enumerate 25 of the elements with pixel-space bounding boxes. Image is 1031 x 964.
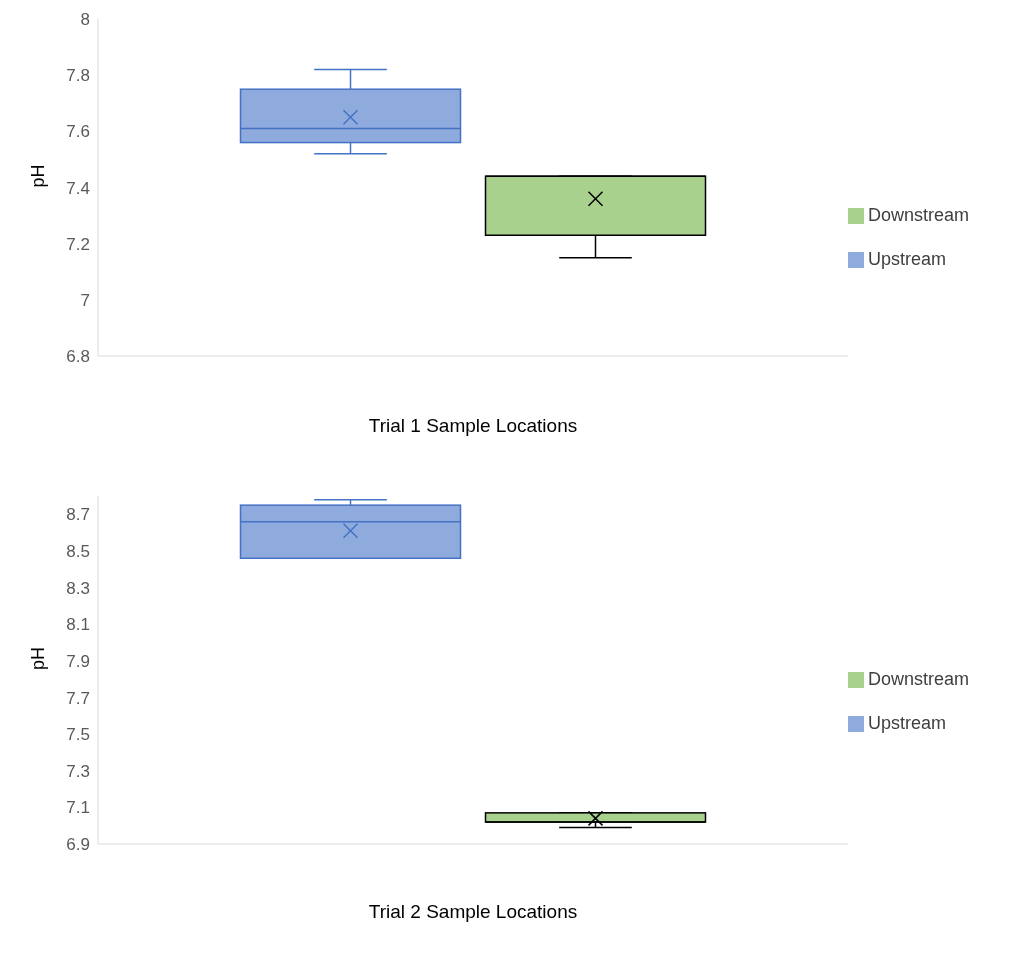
y-tick-label: 8 xyxy=(80,10,90,30)
legend-label: Upstream xyxy=(868,249,947,269)
legend-label: Upstream xyxy=(868,713,947,733)
y-tick-label: 7.9 xyxy=(66,651,90,671)
y-tick-label: 7.2 xyxy=(66,234,90,254)
y-tick-label: 7 xyxy=(80,290,90,310)
y-tick-label: 8.1 xyxy=(66,615,90,635)
x-axis-title: Trial 1 Sample Locations xyxy=(368,415,578,436)
y-tick-label: 7.5 xyxy=(66,725,90,745)
y-tick-label: 7.8 xyxy=(66,66,90,86)
y-tick-label: 6.8 xyxy=(66,347,90,367)
y-axis-title: pH xyxy=(28,164,49,188)
y-tick-label: 7.3 xyxy=(66,761,90,781)
x-axis-title: Trial 2 Sample Locations xyxy=(368,901,578,922)
legend-label: Downstream xyxy=(868,669,970,689)
y-tick-label: 6.9 xyxy=(66,835,90,855)
y-axis-title: pH xyxy=(28,646,49,670)
y-tick-label: 8.5 xyxy=(66,541,90,561)
y-tick-label: 8.7 xyxy=(66,505,90,525)
y-tick-label: 7.6 xyxy=(66,122,90,142)
y-tick-label: 7.1 xyxy=(66,798,90,818)
y-tick-label: 7.7 xyxy=(66,688,90,708)
y-tick-label: 7.4 xyxy=(66,178,90,198)
y-tick-label: 8.3 xyxy=(66,578,90,598)
legend-label: Downstream xyxy=(868,205,970,225)
